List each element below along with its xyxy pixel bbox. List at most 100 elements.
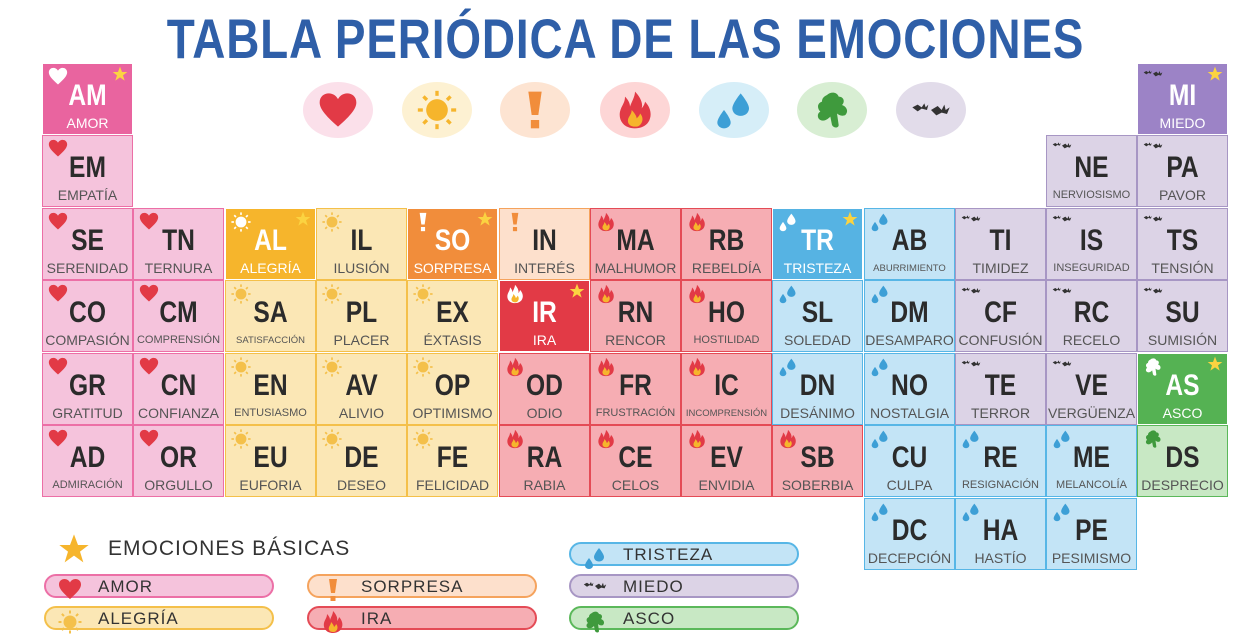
legend-label: ALEGRÍA: [98, 609, 179, 628]
element-symbol: CF: [984, 296, 1017, 329]
heart-icon: [319, 93, 357, 127]
droplets-icon: [870, 357, 890, 377]
element-is: IS INSEGURIDAD: [1046, 208, 1137, 280]
element-name: ADMIRACIÓN: [52, 479, 123, 491]
element-name: EUFORIA: [239, 477, 302, 493]
element-rc: RC RECELO: [1046, 280, 1137, 352]
element-symbol: RC: [1073, 296, 1110, 329]
star-icon: [842, 211, 858, 227]
element-sb: SB SOBERBIA: [772, 425, 863, 497]
element-symbol: FE: [436, 441, 469, 474]
element-name: IRA: [532, 332, 557, 348]
element-ad: AD ADMIRACIÓN: [42, 425, 133, 497]
element-name: MIEDO: [1159, 115, 1206, 131]
element-od: OD ODIO: [499, 353, 590, 425]
element-name: TIMIDEZ: [972, 260, 1029, 276]
droplets-icon: [870, 284, 890, 304]
exclamation-icon: [321, 578, 345, 601]
element-name: DESÁNIMO: [780, 405, 855, 421]
star-icon: [59, 534, 89, 563]
element-name: TRISTEZA: [783, 260, 852, 276]
element-symbol: FR: [619, 369, 652, 402]
element-name: NERVIOSISMO: [1052, 189, 1131, 201]
fire-icon: [687, 284, 707, 304]
element-symbol: IN: [532, 224, 557, 257]
exclamation-icon: [413, 212, 433, 232]
heart-icon: [48, 67, 68, 85]
legend-item-asco: ASCO: [569, 606, 799, 633]
element-ex: EX ÉXTASIS: [407, 280, 498, 352]
droplets-icon: [583, 546, 607, 569]
element-name: CULPA: [886, 477, 933, 493]
element-ds: DS DESPRECIO: [1137, 425, 1228, 497]
bats-icon: [961, 357, 981, 373]
element-name: FELICIDAD: [415, 477, 490, 493]
element-symbol: NO: [891, 369, 928, 402]
element-symbol: CO: [69, 296, 106, 329]
element-rb: RB REBELDÍA: [681, 208, 772, 280]
sun-icon: [413, 284, 433, 304]
element-name: TERNURA: [144, 260, 213, 276]
droplets-icon: [1052, 502, 1072, 522]
fire-icon: [505, 429, 525, 449]
element-symbol: SO: [434, 224, 471, 257]
element-name: GRATITUD: [52, 405, 123, 421]
sun-icon: [322, 429, 342, 449]
element-symbol: CM: [159, 296, 198, 329]
element-no: NO NOSTALGIA: [864, 353, 955, 425]
element-ev: EV ENVIDIA: [681, 425, 772, 497]
star-icon: [477, 211, 493, 227]
element-pl: PL PLACER: [316, 280, 407, 352]
element-ho: HO HOSTILIDAD: [681, 280, 772, 352]
element-cu: CU CULPA: [864, 425, 955, 497]
element-name: ALIVIO: [338, 405, 385, 421]
sun-icon: [231, 357, 251, 377]
element-sa: SA SATISFACCIÓN: [225, 280, 316, 352]
slime-icon: [1143, 357, 1163, 376]
heart-icon: [48, 139, 68, 157]
element-name: SOBERBIA: [781, 477, 854, 493]
droplets-icon: [961, 502, 981, 522]
star-icon: [1207, 66, 1223, 82]
element-se: SE SERENIDAD: [42, 208, 133, 280]
element-symbol: RB: [708, 224, 745, 257]
legend-item-tristeza: TRISTEZA: [569, 542, 799, 569]
sun-icon: [58, 610, 82, 634]
sun-icon: [413, 429, 433, 449]
element-or: OR ORGULLO: [133, 425, 224, 497]
element-rn: RN RENCOR: [590, 280, 681, 352]
element-me: ME MELANCOLÍA: [1046, 425, 1137, 497]
slime-icon: [1143, 429, 1163, 448]
element-name: ODIO: [526, 405, 563, 421]
element-ti: TI TIMIDEZ: [955, 208, 1046, 280]
element-ic: IC INCOMPRENSIÓN: [681, 353, 772, 425]
element-symbol: SB: [800, 441, 835, 474]
element-symbol: SE: [71, 224, 104, 257]
element-name: VERGÜENZA: [1047, 405, 1136, 421]
fire-icon: [687, 212, 707, 232]
category-circle-amor: [303, 82, 373, 138]
element-sl: SL SOLEDAD: [772, 280, 863, 352]
element-symbol: HA: [982, 514, 1019, 547]
element-symbol: EM: [69, 151, 106, 184]
category-circle-miedo: [896, 82, 966, 138]
element-name: NOSTALGIA: [869, 405, 950, 421]
element-dc: DC DECEPCIÓN: [864, 498, 955, 570]
heart-icon: [48, 429, 68, 447]
element-name: HASTÍO: [974, 550, 1027, 566]
element-symbol: AL: [254, 224, 287, 257]
element-symbol: RN: [617, 296, 654, 329]
slime-icon: [583, 610, 607, 633]
fire-icon: [687, 357, 707, 377]
element-symbol: NE: [1074, 151, 1109, 184]
droplets-icon: [870, 429, 890, 449]
element-ce: CE CELOS: [590, 425, 681, 497]
heart-icon: [48, 212, 68, 230]
fire-icon: [619, 91, 651, 129]
element-symbol: MA: [616, 224, 655, 257]
element-name: RESIGNACIÓN: [961, 479, 1039, 491]
heart-icon: [139, 212, 159, 230]
element-su: SU SUMISIÓN: [1137, 280, 1228, 352]
droplets-icon: [870, 212, 890, 232]
element-symbol: DN: [799, 369, 836, 402]
